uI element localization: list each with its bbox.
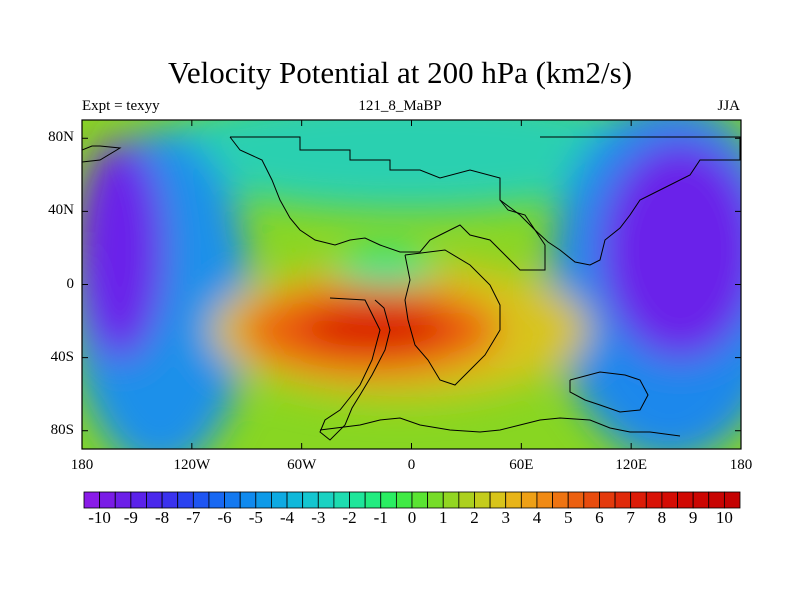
colorbar-swatch bbox=[583, 491, 600, 509]
colorbar-label: 6 bbox=[595, 508, 604, 527]
lat-label: 40S bbox=[50, 348, 74, 365]
colorbar-label: -4 bbox=[279, 508, 295, 527]
south-america-coast bbox=[319, 297, 391, 441]
colorbar-label: -5 bbox=[248, 508, 263, 527]
colorbar-swatch bbox=[395, 491, 413, 509]
colorbar-swatch bbox=[505, 491, 522, 509]
colorbar-label: -6 bbox=[217, 508, 232, 527]
colorbar-swatch bbox=[552, 491, 569, 509]
case-label: 121_8_MaBP bbox=[358, 98, 442, 114]
colorbar-swatch bbox=[520, 491, 538, 509]
colorbar-swatch bbox=[536, 491, 553, 509]
colorbar-label: -7 bbox=[186, 508, 201, 527]
africa-coast bbox=[404, 249, 501, 386]
colorbar-swatch bbox=[286, 491, 304, 509]
colorbar bbox=[83, 491, 741, 509]
colorbar-swatch bbox=[83, 491, 101, 509]
lon-label: 180 bbox=[70, 457, 94, 473]
colorbar-swatch bbox=[364, 491, 382, 509]
colorbar-swatch bbox=[630, 491, 647, 509]
colorbar-swatch bbox=[708, 491, 725, 509]
australia-coast bbox=[569, 371, 649, 413]
colorbar-swatch bbox=[317, 491, 335, 509]
colorbar-label: 8 bbox=[657, 508, 667, 527]
lon-label: 180 bbox=[729, 457, 753, 473]
colorbar-swatch bbox=[442, 491, 460, 509]
eurasia-coast bbox=[499, 136, 741, 266]
north-america-coast bbox=[229, 136, 546, 271]
colorbar-swatch bbox=[692, 491, 710, 509]
colorbar-label: 3 bbox=[501, 508, 510, 527]
colorbar-swatch bbox=[114, 491, 132, 509]
colorbar-label: 0 bbox=[407, 508, 417, 527]
colorbar-label: 1 bbox=[438, 508, 448, 527]
colorbar-label: 4 bbox=[532, 508, 542, 527]
colorbar-swatch bbox=[208, 491, 225, 509]
lon-label: 60E bbox=[509, 457, 534, 473]
colorbar-label: -8 bbox=[155, 508, 170, 527]
colorbar-label: 2 bbox=[470, 508, 479, 527]
lat-label: 80N bbox=[48, 129, 74, 146]
colorbar-swatch bbox=[411, 491, 429, 509]
colorbar-swatch bbox=[349, 491, 366, 509]
colorbar-swatch bbox=[130, 491, 147, 509]
colorbar-label: 7 bbox=[626, 508, 635, 527]
colorbar-label: -9 bbox=[123, 508, 138, 527]
lat-label: 80S bbox=[50, 421, 74, 438]
colorbar-swatch bbox=[271, 491, 288, 509]
colorbar-label: -3 bbox=[311, 508, 326, 527]
axis-ticks bbox=[81, 120, 742, 449]
colorbar-swatch bbox=[302, 491, 319, 509]
lon-label: 120E bbox=[615, 457, 647, 473]
colorbar-swatch bbox=[99, 491, 116, 509]
colorbar-label: -1 bbox=[373, 508, 388, 527]
colorbar-label: 9 bbox=[688, 508, 698, 527]
colorbar-swatch bbox=[239, 491, 257, 509]
lon-label: 60W bbox=[287, 457, 317, 473]
colorbar-swatch bbox=[161, 491, 179, 509]
colorbar-label: 5 bbox=[563, 508, 573, 527]
colorbar-swatch bbox=[255, 491, 272, 509]
lon-label: 0 bbox=[407, 457, 416, 473]
coastline-outlines bbox=[82, 136, 741, 441]
colorbar-swatch bbox=[427, 491, 444, 509]
colorbar-label: -2 bbox=[342, 508, 357, 527]
colorbar-swatch bbox=[599, 491, 616, 509]
velocity-potential-field bbox=[82, 120, 741, 449]
colorbar-swatch bbox=[333, 491, 350, 509]
colorbar-swatch bbox=[614, 491, 632, 509]
colorbar-swatch bbox=[677, 491, 694, 509]
colorbar-swatch bbox=[567, 491, 585, 509]
colorbar-swatch bbox=[458, 491, 475, 509]
season-label: JJA bbox=[717, 98, 740, 114]
colorbar-swatch bbox=[661, 491, 678, 509]
colorbar-swatch bbox=[146, 491, 163, 509]
lat-label: 40N bbox=[48, 202, 74, 219]
colorbar-label: 10 bbox=[715, 508, 733, 527]
colorbar-swatch bbox=[723, 491, 741, 509]
colorbar-swatch bbox=[380, 491, 397, 509]
colorbar-swatch bbox=[489, 491, 507, 509]
colorbar-swatch bbox=[645, 491, 663, 509]
lon-label: 120W bbox=[173, 457, 211, 473]
experiment-label: Expt = texyy bbox=[82, 98, 160, 114]
colorbar-label: -10 bbox=[88, 508, 111, 527]
colorbar-swatch bbox=[177, 491, 194, 509]
greenland-coast bbox=[82, 145, 122, 163]
colorbar-swatch bbox=[192, 491, 210, 509]
map-title: Velocity Potential at 200 hPa (km2/s) bbox=[167, 55, 633, 90]
lat-label: 0 bbox=[66, 275, 75, 292]
antarctica-coast bbox=[319, 417, 681, 437]
colorbar-swatch bbox=[474, 491, 491, 509]
colorbar-swatch bbox=[224, 491, 241, 509]
